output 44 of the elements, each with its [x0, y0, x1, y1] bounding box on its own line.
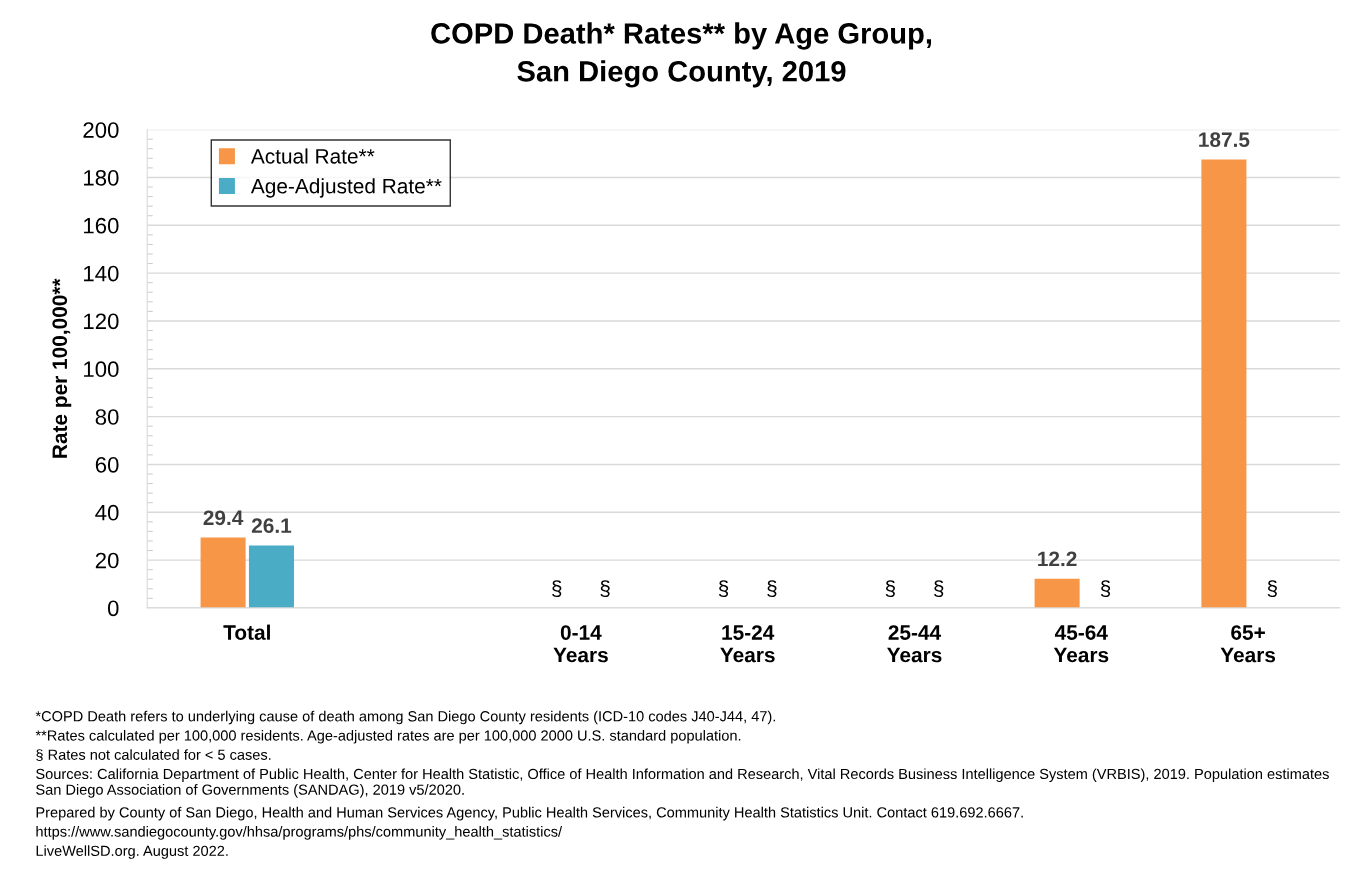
- y-axis-title: Rate per 100,000**: [52, 278, 72, 458]
- y-tick-label: 200: [83, 122, 119, 138]
- y-tick-label: 100: [84, 361, 119, 378]
- text: https://www.sandiegocounty.gov/hhsa/programs/phs/community_health_statistics/: [36, 826, 563, 840]
- text: §: [885, 580, 895, 598]
- x-tick-label: 25-44 Years: [887, 625, 942, 663]
- text: §: [552, 580, 562, 598]
- text: § Rates not calculated for < 5 cases.: [36, 749, 271, 761]
- y-tick-label: 180: [84, 169, 119, 186]
- bar: [1201, 159, 1247, 608]
- y-tick-label: 60: [95, 456, 119, 473]
- text: §: [767, 580, 777, 598]
- data-label: 26.1: [251, 518, 292, 534]
- legend-label: Age-Adjusted Rate**: [250, 178, 442, 198]
- data-label: 187.5: [1199, 132, 1250, 148]
- text: §: [1267, 580, 1277, 598]
- source-note: Sources: California Department of Public Health, Center for Health Statistic, Office of Health Information and Research, Vital Records Business Intelligence System (VRBIS), 2019. Population estimates San Diego Association of Governments (SANDAG), 2019 v5/2020.: [36, 768, 1329, 798]
- bar: [1034, 578, 1080, 608]
- x-tick-label: 45-64 Years: [1053, 625, 1109, 663]
- data-label: 12.2: [1038, 551, 1077, 567]
- text: LiveWellSD.org. August 2022.: [36, 845, 228, 859]
- y-tick-label: 20: [95, 552, 119, 569]
- y-tick-label: 120: [84, 313, 119, 330]
- y-tick-label: 40: [95, 504, 119, 521]
- data-label: 29.4: [203, 510, 244, 526]
- y-tick-label: 80: [95, 409, 119, 425]
- text: §: [1100, 580, 1111, 598]
- x-tick-label: 15-24 Years: [720, 625, 775, 663]
- text: §: [718, 580, 729, 598]
- text: **Rates calculated per 100,000 residents. Age-adjusted rates are per 100,000 2000 U.S. standard population.: [35, 729, 741, 744]
- text: Prepared by County of San Diego, Health and Human Services Agency, Public Health Services, Community Health Statistics Unit. Contact 619.692.6667.: [36, 806, 1023, 821]
- bar: [248, 545, 294, 608]
- y-tick-label: 0: [107, 600, 119, 617]
- bar: [200, 537, 246, 608]
- legend-label: Actual Rate**: [250, 148, 375, 164]
- x-tick-label: 0-14 Years: [553, 625, 608, 663]
- chart-title: COPD Death* Rates** by Age Group, San Diego County, 2019: [431, 22, 932, 88]
- x-tick-label: Total: [223, 624, 270, 640]
- text: §: [600, 580, 610, 598]
- x-tick-label: 65+ Years: [1220, 625, 1276, 663]
- text: *COPD Death refers to underlying cause of death among San Diego County residents (ICD-10 codes J40-J44, 47).: [35, 710, 776, 725]
- y-tick-label: 160: [84, 217, 119, 234]
- text: §: [934, 580, 944, 598]
- y-tick-label: 140: [84, 265, 119, 282]
